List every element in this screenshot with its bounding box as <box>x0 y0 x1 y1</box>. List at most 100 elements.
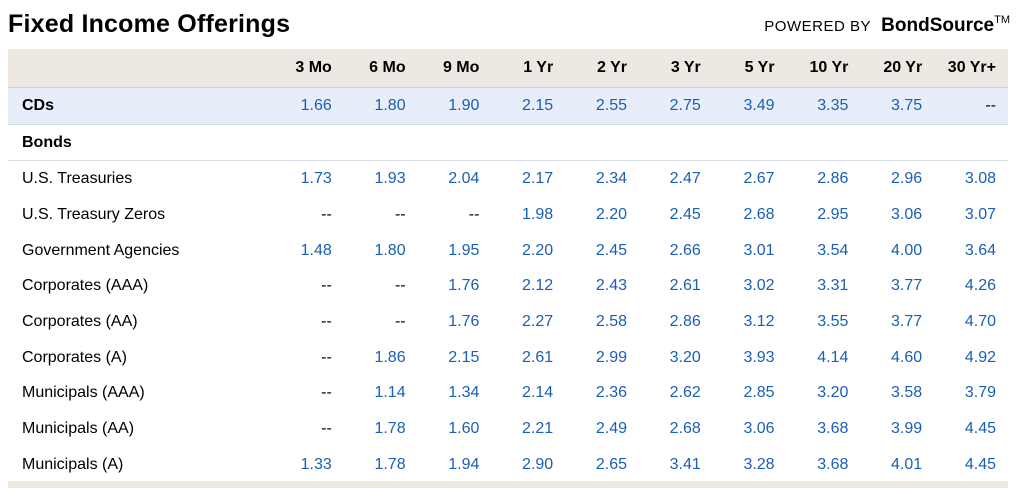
rate-link[interactable]: 2.65 <box>595 455 627 473</box>
rate-cell-empty: -- <box>321 277 332 295</box>
rate-link[interactable]: 2.15 <box>491 87 566 125</box>
rate-link[interactable]: 1.78 <box>374 420 406 438</box>
rate-link[interactable]: 1.78 <box>374 455 406 473</box>
rate-link[interactable]: 1.60 <box>448 420 480 438</box>
rate-link[interactable]: 1.90 <box>417 87 492 125</box>
rate-link[interactable]: 2.86 <box>669 312 701 330</box>
rate-link[interactable]: 2.96 <box>891 170 923 188</box>
rate-link[interactable]: 3.77 <box>891 277 923 295</box>
rate-link[interactable]: 1.14 <box>374 384 406 402</box>
rate-cell-empty: -- <box>394 277 406 295</box>
rate-link[interactable]: 2.68 <box>743 205 775 223</box>
rate-link[interactable]: 2.86 <box>817 170 849 188</box>
rate-link[interactable]: 1.86 <box>374 348 406 366</box>
rate-link[interactable]: 3.12 <box>743 312 775 330</box>
rate-link[interactable]: 1.93 <box>374 170 406 188</box>
rate-link[interactable]: 2.58 <box>595 312 627 330</box>
rate-link[interactable]: 1.34 <box>448 384 480 402</box>
rate-link[interactable]: 1.76 <box>448 312 480 330</box>
rate-link[interactable]: 3.68 <box>817 420 849 438</box>
rate-link[interactable]: 2.45 <box>595 241 627 259</box>
rate-link[interactable]: 3.06 <box>891 205 923 223</box>
rate-link[interactable]: 3.93 <box>743 348 775 366</box>
rate-link[interactable]: 3.28 <box>743 455 775 473</box>
rate-link[interactable]: 2.20 <box>522 241 554 259</box>
rate-link[interactable]: 2.62 <box>669 384 701 402</box>
rate-link[interactable]: 2.14 <box>522 384 554 402</box>
rate-link[interactable]: 3.35 <box>786 87 861 125</box>
rate-link[interactable]: 1.94 <box>448 455 480 473</box>
rate-link[interactable]: 3.99 <box>891 420 923 438</box>
rate-link[interactable]: 2.21 <box>522 420 554 438</box>
rate-link[interactable]: 2.34 <box>595 170 627 188</box>
rate-link[interactable]: 2.43 <box>595 277 627 295</box>
rate-link[interactable]: 3.75 <box>860 87 935 125</box>
brand-logo[interactable]: BondSourceTM <box>881 14 1010 36</box>
rate-link[interactable]: 1.73 <box>300 170 332 188</box>
rate-link[interactable]: 3.02 <box>743 277 775 295</box>
rate-link[interactable]: 4.45 <box>964 455 996 473</box>
rate-link[interactable]: 3.08 <box>964 170 996 188</box>
rate-link[interactable]: 2.04 <box>448 170 480 188</box>
rate-link[interactable]: 2.36 <box>595 384 627 402</box>
rate-link[interactable]: 2.61 <box>669 277 701 295</box>
rate-link[interactable]: 1.48 <box>300 241 332 259</box>
rate-link[interactable]: 3.68 <box>817 455 849 473</box>
rate-link[interactable]: 4.45 <box>964 420 996 438</box>
rate-link[interactable]: 3.01 <box>743 241 775 259</box>
rate-link[interactable]: 4.26 <box>964 277 996 295</box>
rate-link[interactable]: 2.55 <box>565 87 639 125</box>
rate-link[interactable]: 2.68 <box>669 420 701 438</box>
rate-link[interactable]: 3.77 <box>891 312 923 330</box>
rate-link[interactable]: 3.31 <box>817 277 849 295</box>
rate-link[interactable]: 2.17 <box>522 170 554 188</box>
rate-link[interactable]: 2.27 <box>522 312 554 330</box>
rate-link[interactable]: 3.20 <box>817 384 849 402</box>
rate-link[interactable]: 3.55 <box>817 312 849 330</box>
rate-link[interactable]: 2.45 <box>669 205 701 223</box>
rate-link[interactable]: 2.85 <box>743 384 775 402</box>
rate-link[interactable]: 2.99 <box>595 348 627 366</box>
rate-link[interactable]: 1.76 <box>448 277 480 295</box>
rate-link[interactable]: 4.70 <box>964 312 996 330</box>
row-label: Government Agencies <box>22 241 180 259</box>
rate-link[interactable]: 3.49 <box>712 87 787 125</box>
rate-link[interactable]: 4.92 <box>964 348 996 366</box>
rate-link[interactable]: 1.98 <box>522 205 554 223</box>
rate-link[interactable]: 4.60 <box>891 348 923 366</box>
rate-link[interactable]: 3.58 <box>891 384 923 402</box>
rate-cell-empty: -- <box>934 87 1008 125</box>
rate-link[interactable]: 3.06 <box>743 420 775 438</box>
rate-link[interactable]: 3.54 <box>817 241 849 259</box>
section-label: Bonds <box>8 124 270 162</box>
rate-cell-empty: -- <box>468 205 480 223</box>
rate-link[interactable]: 2.75 <box>638 87 713 125</box>
rate-link[interactable]: 3.41 <box>669 455 701 473</box>
rate-link[interactable]: 2.90 <box>522 455 554 473</box>
rate-link[interactable]: 2.66 <box>669 241 701 259</box>
rate-link[interactable]: 2.67 <box>743 170 775 188</box>
rate-link[interactable]: 2.49 <box>595 420 627 438</box>
column-header: 5 Yr <box>712 49 787 88</box>
rate-link[interactable]: 1.33 <box>300 455 332 473</box>
rate-link[interactable]: 2.20 <box>595 205 627 223</box>
column-header: 3 Mo <box>270 49 344 88</box>
rate-link[interactable]: 3.64 <box>964 241 996 259</box>
rate-link[interactable]: 2.12 <box>522 277 554 295</box>
table-footer-bar <box>8 481 1008 488</box>
rate-link[interactable]: 1.66 <box>270 87 344 125</box>
rate-link[interactable]: 1.95 <box>448 241 480 259</box>
rate-link[interactable]: 4.01 <box>891 455 923 473</box>
rate-link[interactable]: 3.79 <box>964 384 996 402</box>
rate-link[interactable]: 1.80 <box>343 87 418 125</box>
rate-link[interactable]: 4.00 <box>891 241 923 259</box>
rate-link[interactable]: 2.47 <box>669 170 701 188</box>
rate-link[interactable]: 1.80 <box>374 241 406 259</box>
rate-link[interactable]: 2.95 <box>817 205 849 223</box>
table-row: Corporates (AA) -- -- 1.76 2.27 2.58 2.86 3.12 3… <box>8 304 1008 340</box>
rate-link[interactable]: 3.20 <box>669 348 701 366</box>
rate-link[interactable]: 2.61 <box>522 348 554 366</box>
rate-link[interactable]: 2.15 <box>448 348 480 366</box>
rate-link[interactable]: 4.14 <box>817 348 849 366</box>
rate-link[interactable]: 3.07 <box>964 205 996 223</box>
